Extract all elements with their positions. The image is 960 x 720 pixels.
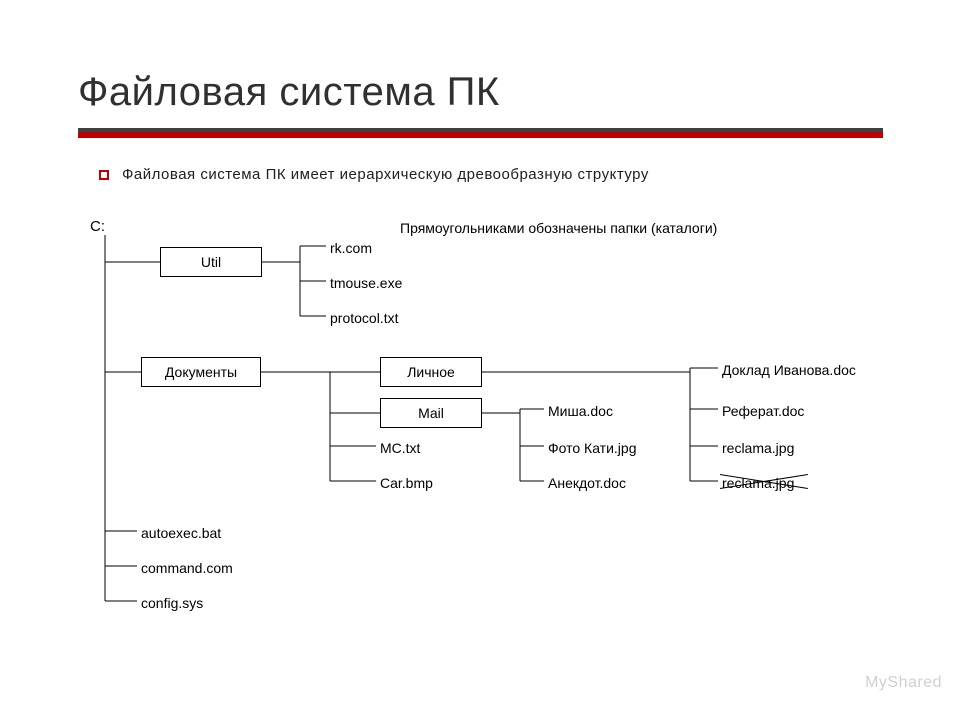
file-label: Car.bmp xyxy=(380,475,433,491)
file-label: Миша.doc xyxy=(548,403,613,419)
file-label: Реферат.doc xyxy=(722,403,804,419)
folder-docs: Документы xyxy=(141,357,261,387)
file-label: config.sys xyxy=(141,595,203,611)
file-label: protocol.txt xyxy=(330,310,398,326)
file-label: autoexec.bat xyxy=(141,525,221,541)
folder-mail: Mail xyxy=(380,398,482,428)
file-label: reclama.jpg xyxy=(722,440,794,456)
watermark: MyShared xyxy=(865,674,942,692)
file-label: tmouse.exe xyxy=(330,275,402,291)
file-label: Доклад Иванова.doc xyxy=(722,362,856,378)
folder-util: Util xyxy=(160,247,262,277)
file-label: command.com xyxy=(141,560,233,576)
file-label: Анекдот.doc xyxy=(548,475,626,491)
file-label: MC.txt xyxy=(380,440,420,456)
folder-personal: Личное xyxy=(380,357,482,387)
file-label: rk.com xyxy=(330,240,372,256)
file-label: Фото Кати.jpg xyxy=(548,440,637,456)
